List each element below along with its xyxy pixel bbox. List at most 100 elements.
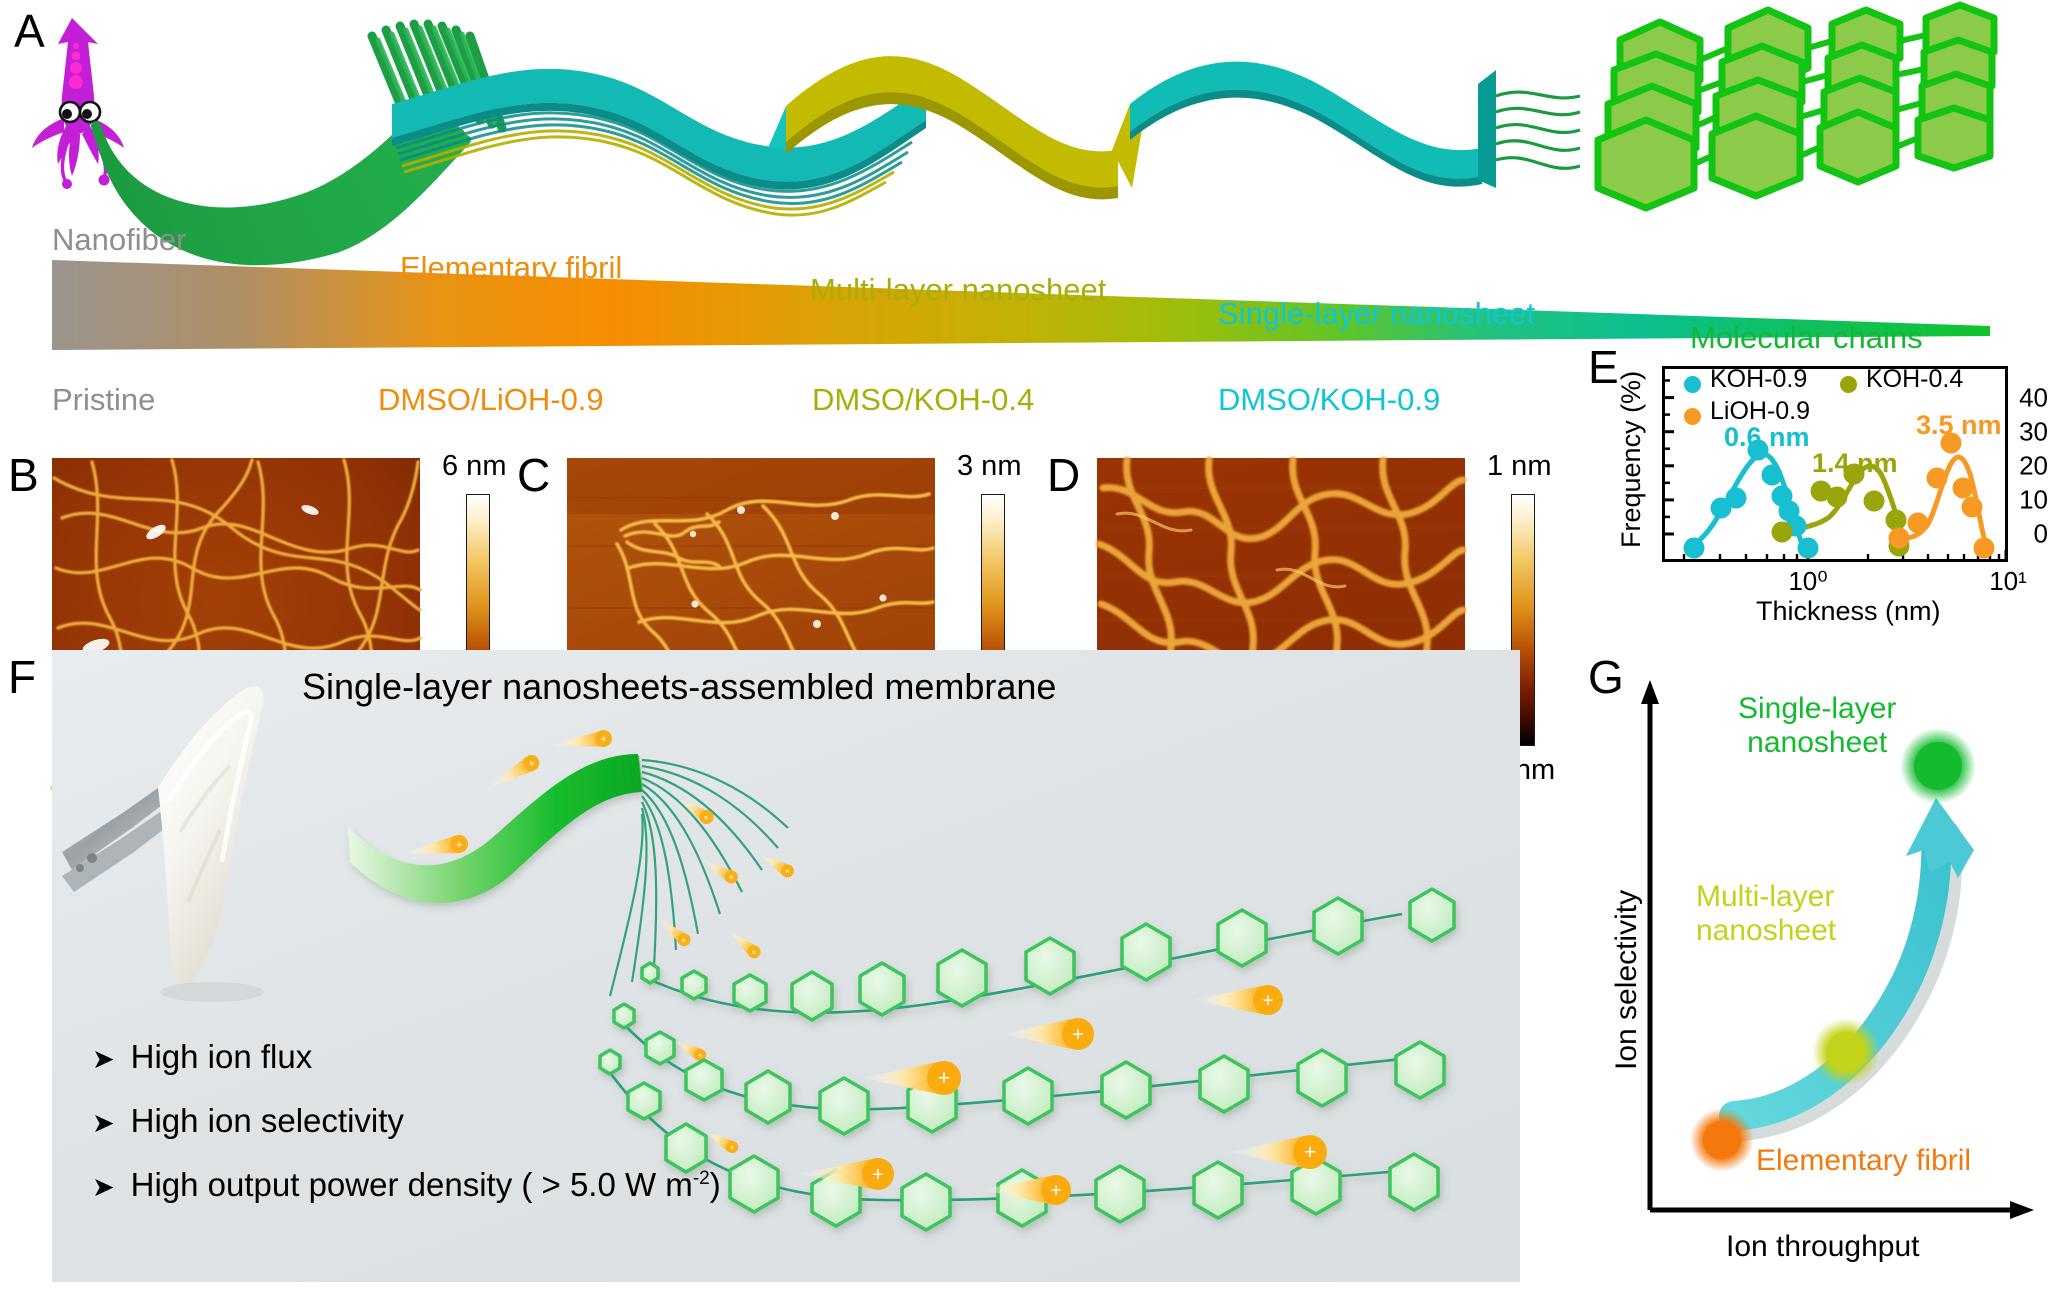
data-point (1885, 509, 1907, 531)
legend-marker-lioh-09 (1684, 408, 1701, 425)
panel-g-letter: G (1588, 651, 1624, 703)
label-elementary-fibril: Elementary fibril (1756, 1144, 1972, 1177)
legend-marker-koh-04 (1840, 376, 1857, 393)
svg-text:+: + (783, 866, 792, 877)
trend-arrow (1719, 817, 1952, 1131)
colorbar-max-c: 3 nm (957, 450, 1022, 482)
membrane-photo (62, 686, 264, 1002)
bullet-text-2: High ion selectivity (130, 1102, 404, 1139)
svg-text:+: + (938, 1067, 950, 1090)
transported-ion-group: + + + + (800, 985, 1327, 1205)
label-single-layer-line2: nanosheet (1747, 725, 1888, 759)
bullet-text-3-tail: ) (709, 1166, 721, 1203)
svg-text:+: + (1262, 991, 1273, 1012)
data-point (1810, 480, 1832, 502)
trend-arrow-head (1906, 798, 1974, 878)
y-tick-label: 10 (2019, 484, 2048, 515)
y-tick-label: 0 (2033, 518, 2048, 549)
treatment-label-dmso-koh-04: DMSO/KOH-0.4 (812, 382, 1035, 417)
colorbar-max-d: 1 nm (1487, 450, 1552, 482)
hexagon-chain-top (640, 887, 1456, 1022)
svg-text:+: + (527, 758, 538, 771)
data-point (1863, 490, 1885, 512)
label-single-layer-line1: Single-layer (1738, 692, 1897, 725)
svg-text:+: + (1304, 1141, 1316, 1164)
data-point (1952, 477, 1974, 499)
x-tick-label: 10⁰ (1788, 566, 1828, 596)
x-axis-title: Thickness (nm) (1756, 596, 1941, 626)
data-point (1973, 537, 1995, 559)
y-tick-label: 20 (2019, 450, 2048, 481)
label-multi-layer-nanosheet: Multi-layer nanosheet (1696, 880, 1836, 947)
panel-b-letter: B (8, 449, 39, 501)
hierarchy-label-multi-layer-nanosheet: Multi-layer nanosheet (810, 272, 1107, 307)
bullet-arrow-icon: ➤ (92, 1172, 115, 1202)
ion-on-ribbon-group: + + + (402, 729, 612, 854)
ion-in-fan-group: + + + + (658, 798, 794, 1154)
nanosheet-ribbon-f (348, 754, 642, 903)
panel-a-letter: A (14, 5, 45, 57)
membrane-schematic: + + + (348, 729, 1456, 1232)
molecular-chain-strands (1495, 90, 1581, 170)
bullet-text-1: High ion flux (130, 1038, 313, 1075)
panel-e: E (1588, 344, 2048, 627)
legend-marker-koh-09 (1684, 376, 1701, 393)
label-multi-layer-line2: nanosheet (1696, 913, 1837, 947)
hexagon-chain-middle (612, 1002, 1446, 1136)
bullet-arrow-icon: ➤ (92, 1108, 115, 1138)
nanofiber-bundle (91, 99, 471, 266)
svg-text:+: + (455, 839, 463, 852)
label-single-layer-nanosheet: Single-layer nanosheet (1738, 692, 1896, 759)
svg-text:+: + (727, 872, 736, 883)
panel-f: + + + (52, 650, 1520, 1282)
svg-text:+: + (679, 935, 689, 946)
treatment-label-dmso-lioh-09: DMSO/LiOH-0.9 (378, 382, 604, 417)
panel-g-x-axis-title: Ion throughput (1726, 1230, 1920, 1263)
data-point (1771, 521, 1793, 543)
molecular-chains-hexagons (1594, 1, 1998, 212)
bullet-text-3-superscript: -2 (692, 1168, 710, 1189)
data-point (1826, 486, 1848, 508)
hierarchy-label-nanofiber: Nanofiber (52, 222, 187, 257)
panel-g-y-axis-title: Ion selectivity (1610, 889, 1643, 1070)
legend-label-lioh-09: LiOH-0.9 (1710, 397, 1811, 425)
panel-g: G (1588, 650, 2048, 1282)
data-point (1797, 537, 1819, 559)
legend-label-koh-09: KOH-0.9 (1710, 365, 1808, 393)
svg-text:+: + (728, 1142, 737, 1152)
data-point (1940, 432, 1962, 454)
bullet-item-1: ➤ High ion flux (92, 1038, 312, 1076)
svg-text:+: + (749, 947, 759, 958)
panel-a-schematic (32, 1, 1998, 266)
data-point (1683, 537, 1705, 559)
point-single-layer (1914, 742, 1962, 790)
bullet-item-2: ➤ High ion selectivity (92, 1102, 404, 1140)
bullet-text-3: High output power density ( > 5.0 W m (130, 1166, 693, 1203)
treatment-label-dmso-koh-09: DMSO/KOH-0.9 (1218, 382, 1441, 417)
panel-f-letter: F (8, 651, 37, 703)
hierarchy-label-molecular-chains: Molecular chains (1690, 320, 1923, 355)
panel-g-schematic (1641, 680, 2034, 1219)
colorbar-max-b: 6 nm (442, 450, 507, 482)
treatment-label-pristine: Pristine (52, 382, 156, 417)
panel-c-letter: C (517, 449, 551, 501)
svg-text:+: + (701, 812, 711, 823)
data-point (1961, 496, 1983, 518)
panel-f-title: Single-layer nanosheets-assembled membra… (302, 666, 1057, 707)
svg-text:+: + (600, 733, 608, 746)
y-tick-label: 30 (2019, 416, 2048, 447)
x-tick-label: 10¹ (1989, 566, 2027, 596)
data-point (1926, 467, 1948, 489)
svg-text:+: + (1050, 1181, 1061, 1202)
data-point (1747, 439, 1769, 461)
point-multi-layer (1826, 1032, 1866, 1072)
data-point (1888, 527, 1910, 549)
data-point (1907, 512, 1929, 534)
panel-d-letter: D (1047, 449, 1081, 501)
legend-label-koh-04: KOH-0.4 (1866, 365, 1964, 393)
chain-fan (608, 758, 789, 997)
hierarchy-label-elementary-fibril: Elementary fibril (400, 250, 623, 285)
multilayer-ribbon (392, 68, 926, 217)
y-axis-title: Frequency (%) (1616, 370, 1646, 548)
